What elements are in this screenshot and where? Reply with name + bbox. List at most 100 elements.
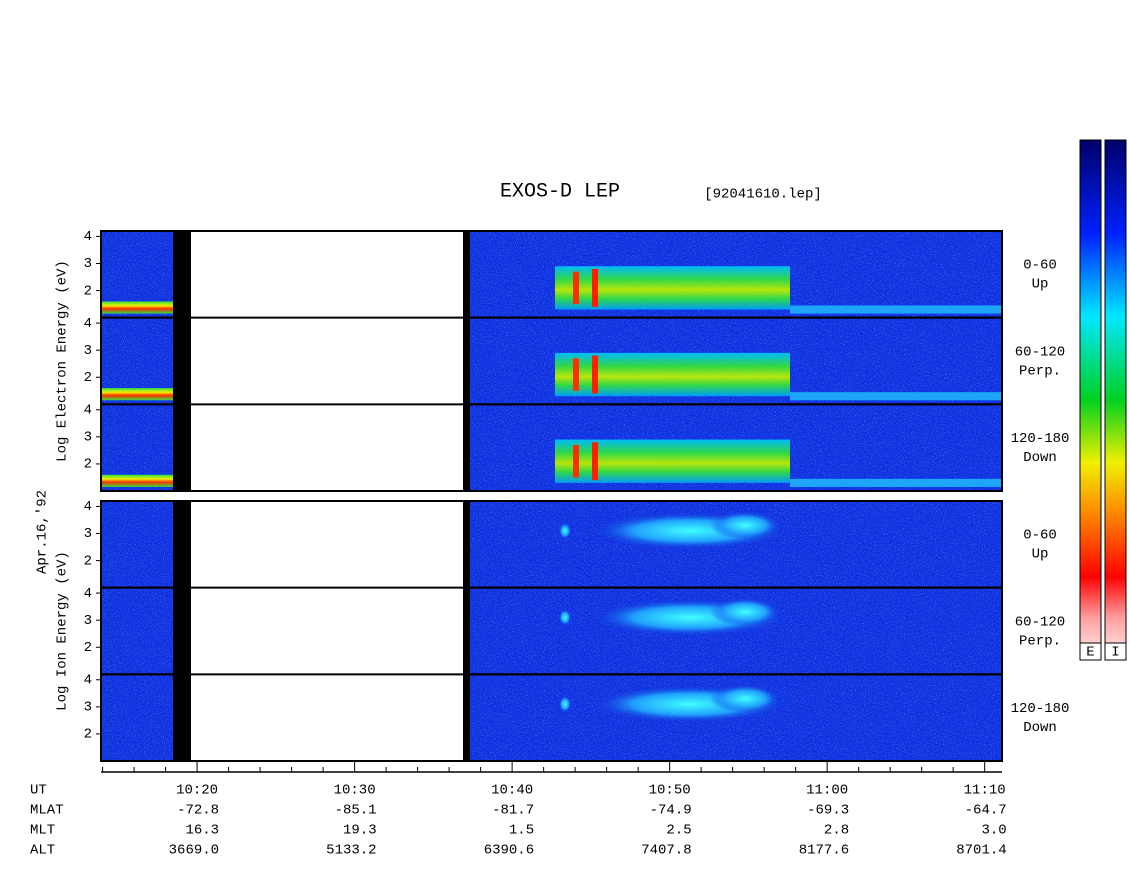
ephemeris-value: 6390.6	[484, 843, 534, 859]
spectrogram-blob	[559, 609, 571, 626]
ephemeris-value: 7407.8	[641, 843, 691, 859]
group-label: Log Electron Energy (eV)	[55, 260, 71, 462]
y-tick-label: 3	[84, 526, 92, 542]
ephemeris-value: -74.9	[650, 803, 692, 819]
direction-label: Perp.	[1019, 363, 1061, 379]
ephemeris-label: UT	[30, 783, 47, 799]
colorbar	[1104, 139, 1127, 661]
y-tick-label: 3	[84, 256, 92, 272]
group-frame	[100, 500, 1003, 763]
colorbar-box	[1079, 642, 1102, 661]
ephemeris-label: MLT	[30, 823, 55, 839]
ephemeris-value: 19.3	[343, 823, 377, 839]
ephemeris-value: 16.3	[185, 823, 219, 839]
y-tick-label: 4	[84, 316, 92, 332]
direction-label: Down	[1023, 450, 1057, 466]
ephemeris-value: 2.5	[666, 823, 691, 839]
spectrogram-blob	[710, 684, 780, 713]
spectrogram-blob	[710, 598, 780, 627]
pitch-label: 60-120	[1015, 614, 1065, 630]
x-tick-label: 11:00	[806, 783, 848, 799]
data-gap-edge	[173, 501, 191, 762]
data-gap-edge	[463, 501, 470, 762]
date-label: Apr.16,'92	[35, 490, 51, 574]
spectrogram-band	[555, 266, 790, 310]
file-name: [92041610.lep]	[704, 187, 822, 203]
ephemeris-value: -81.7	[492, 803, 534, 819]
ephemeris-value: 3.0	[981, 823, 1006, 839]
ephemeris-value: 2.8	[824, 823, 849, 839]
y-tick-label: 2	[84, 283, 92, 299]
ephemeris-value: 8177.6	[799, 843, 849, 859]
y-tick-label: 3	[84, 613, 92, 629]
y-tick-label: 3	[84, 343, 92, 359]
colorbar	[1079, 139, 1102, 661]
ephemeris-value: -72.8	[177, 803, 219, 819]
group-label: Log Ion Energy (eV)	[55, 551, 71, 711]
colorbar-box	[1104, 642, 1127, 661]
spectrogram-band	[555, 352, 790, 397]
y-tick-label: 2	[84, 370, 92, 386]
y-tick-label: 4	[84, 672, 92, 688]
x-tick-label: 10:30	[334, 783, 376, 799]
spectrogram-blob	[710, 511, 780, 540]
x-tick-label: 10:20	[176, 783, 218, 799]
title: EXOS-D LEP	[500, 180, 620, 203]
group-frame	[100, 230, 1003, 493]
direction-label: Up	[1032, 277, 1049, 293]
x-tick-label: 11:10	[964, 783, 1006, 799]
spectrogram-spike	[592, 268, 598, 307]
y-tick-label: 2	[84, 457, 92, 473]
spectrogram-spike	[592, 355, 598, 394]
data-gap-edge	[463, 231, 470, 492]
y-tick-label: 3	[84, 700, 92, 716]
spectrogram-band	[790, 392, 1002, 401]
colorbar-label: E	[1086, 645, 1094, 661]
pitch-label: 120-180	[1011, 431, 1070, 447]
colorbar-label: I	[1111, 645, 1119, 661]
direction-label: Perp.	[1019, 633, 1061, 649]
spectrogram-spike	[592, 442, 598, 481]
y-tick-label: 4	[84, 586, 92, 602]
spectrogram-spike	[573, 444, 579, 478]
y-tick-label: 2	[84, 553, 92, 569]
spectrogram-spike	[573, 271, 579, 305]
ephemeris-value: 8701.4	[956, 843, 1006, 859]
data-gap	[191, 231, 463, 492]
ephemeris-value: 3669.0	[169, 843, 219, 859]
spectrogram-band	[790, 305, 1002, 314]
ephemeris-label: MLAT	[30, 803, 64, 819]
y-tick-label: 4	[84, 229, 92, 245]
spectrogram-band	[101, 301, 173, 314]
spectrogram-band	[101, 388, 173, 401]
spectrogram-band	[555, 439, 790, 483]
spectrogram-blob	[559, 522, 571, 539]
pitch-label: 120-180	[1011, 701, 1070, 717]
spectrogram-band	[790, 478, 1002, 487]
ephemeris-value: -69.3	[807, 803, 849, 819]
ephemeris-value: 1.5	[509, 823, 534, 839]
y-tick-label: 4	[84, 499, 92, 515]
y-tick-label: 3	[84, 430, 92, 446]
pitch-label: 0-60	[1023, 258, 1057, 274]
y-tick-label: 2	[84, 727, 92, 743]
data-gap-edge	[173, 231, 191, 492]
data-gap	[191, 501, 463, 762]
ephemeris-value: -85.1	[335, 803, 377, 819]
direction-label: Up	[1032, 547, 1049, 563]
direction-label: Down	[1023, 720, 1057, 736]
pitch-label: 60-120	[1015, 344, 1065, 360]
y-tick-label: 4	[84, 402, 92, 418]
ephemeris-value: -64.7	[965, 803, 1007, 819]
x-tick-label: 10:40	[491, 783, 533, 799]
y-tick-label: 2	[84, 640, 92, 656]
ephemeris-value: 5133.2	[326, 843, 376, 859]
spectrogram-spike	[573, 358, 579, 391]
pitch-label: 0-60	[1023, 528, 1057, 544]
x-tick-label: 10:50	[649, 783, 691, 799]
spectrogram-blob	[559, 696, 571, 713]
ephemeris-label: ALT	[30, 843, 55, 859]
spectrogram-band	[101, 474, 173, 487]
